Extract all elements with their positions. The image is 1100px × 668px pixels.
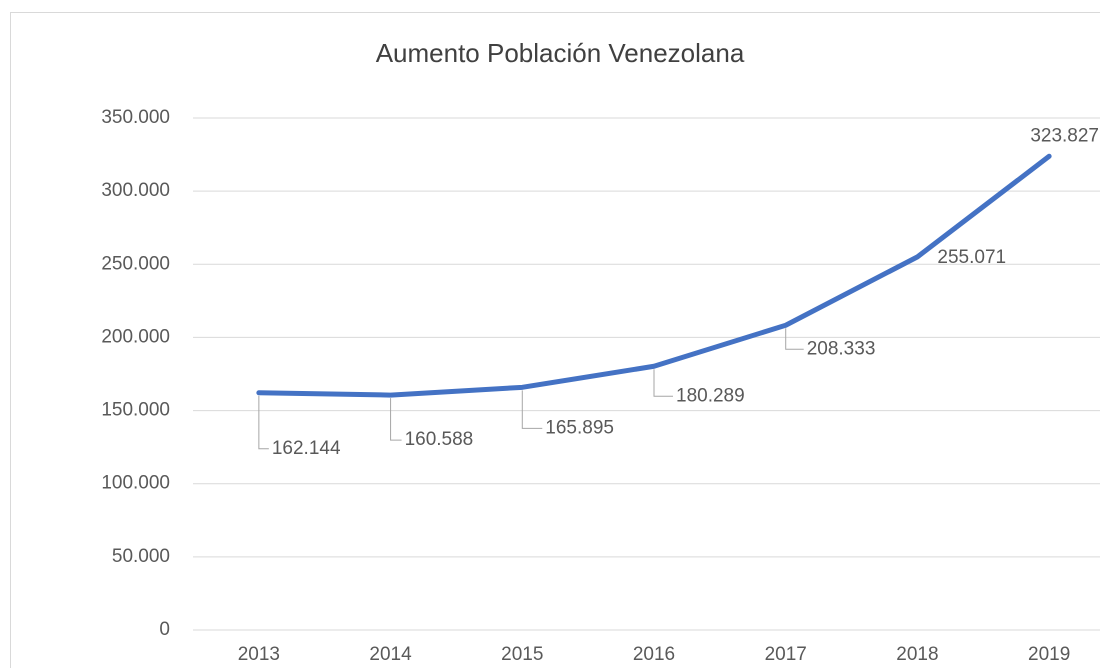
leader-line bbox=[390, 398, 402, 441]
data-line bbox=[256, 153, 1052, 398]
leader-line bbox=[653, 369, 673, 397]
y-tick-label: 100.000 bbox=[101, 473, 170, 494]
y-tick-label: 50.000 bbox=[112, 546, 170, 567]
chart-border bbox=[10, 12, 1100, 668]
y-tick-label: 300.000 bbox=[101, 180, 170, 201]
data-label: 255.071 bbox=[937, 247, 1006, 268]
data-label: 180.289 bbox=[676, 385, 745, 406]
x-tick-label: 2016 bbox=[633, 644, 675, 665]
x-tick-label: 2015 bbox=[501, 644, 543, 665]
data-label: 208.333 bbox=[807, 338, 876, 359]
chart-title: Aumento Población Venezolana bbox=[376, 38, 745, 68]
data-label: 323.827 bbox=[1030, 125, 1099, 146]
leader-line bbox=[521, 390, 543, 429]
data-label: 162.144 bbox=[272, 438, 341, 459]
leader-line bbox=[785, 328, 804, 350]
y-tick-label: 0 bbox=[159, 619, 170, 640]
y-tick-label: 150.000 bbox=[101, 400, 170, 421]
leader-line bbox=[258, 395, 269, 450]
x-tick-label: 2019 bbox=[1028, 644, 1070, 665]
y-tick-label: 200.000 bbox=[101, 326, 170, 347]
y-tick-label: 350.000 bbox=[101, 107, 170, 128]
x-tick-label: 2018 bbox=[896, 644, 938, 665]
data-label: 160.588 bbox=[405, 429, 474, 450]
x-tick-label: 2017 bbox=[765, 644, 807, 665]
x-tick-label: 2014 bbox=[369, 644, 412, 665]
data-label: 165.895 bbox=[545, 417, 614, 438]
y-tick-label: 250.000 bbox=[101, 253, 170, 274]
x-tick-label: 2013 bbox=[238, 644, 280, 665]
